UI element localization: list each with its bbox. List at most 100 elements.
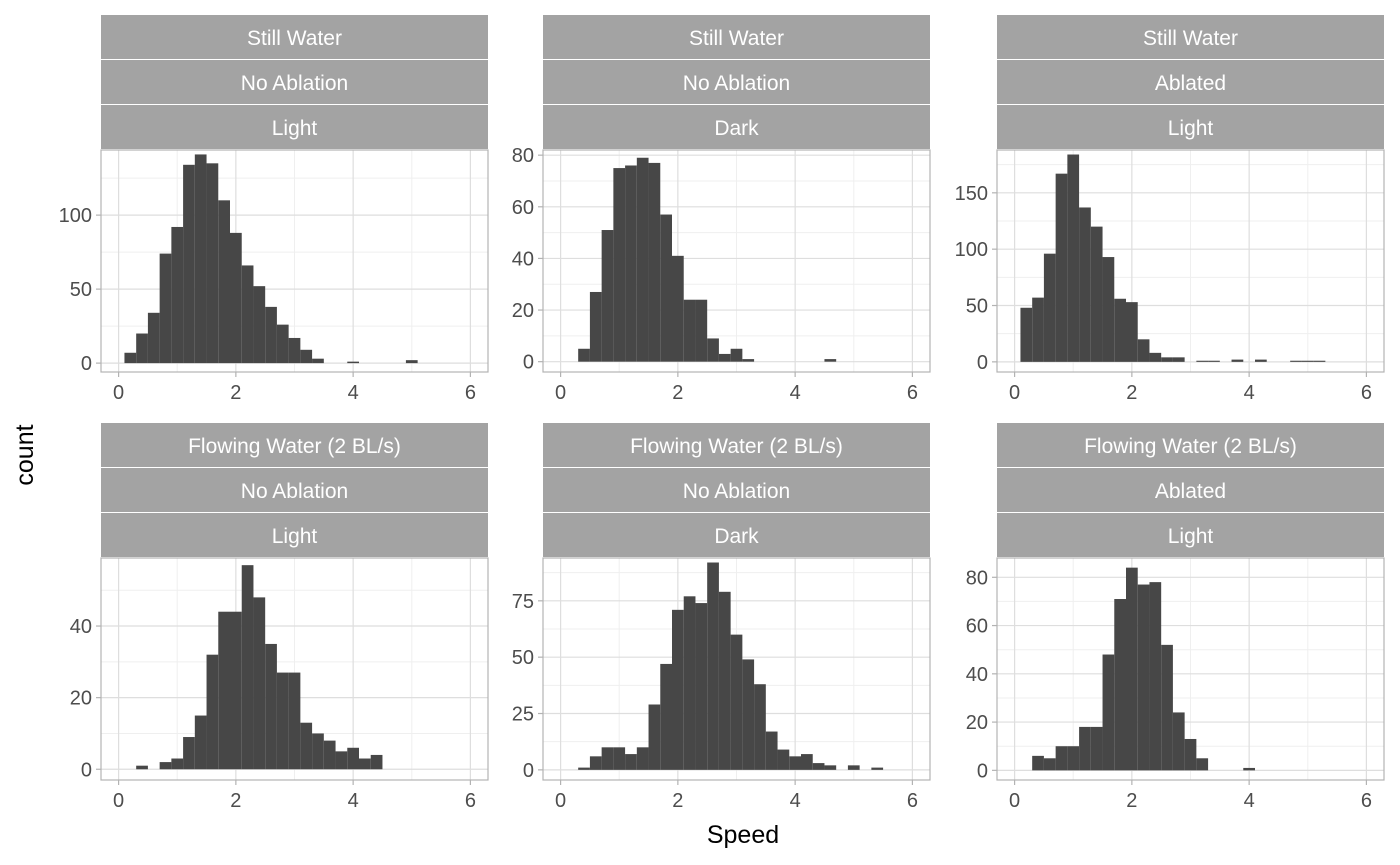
facet-strip-label: No Ablation <box>683 72 790 95</box>
histogram-bar <box>648 704 661 770</box>
histogram-bar <box>672 609 684 770</box>
y-tick-label: 100 <box>59 205 92 227</box>
y-tick-label: 75 <box>512 591 534 613</box>
facet-strip <box>101 423 488 467</box>
histogram-bar <box>801 754 813 770</box>
histogram-bar <box>1172 357 1185 362</box>
histogram-bar <box>660 214 672 362</box>
facet-strip-label: Dark <box>714 117 759 140</box>
facet-strip <box>543 513 930 557</box>
facet-strip-label: Ablated <box>1155 480 1226 503</box>
histogram-bar <box>847 765 860 770</box>
facet-strip-label: Light <box>272 525 318 548</box>
histogram-bar <box>312 733 324 770</box>
histogram-bar <box>1149 352 1162 362</box>
y-tick-label: 20 <box>966 712 988 734</box>
facet-strip <box>101 105 488 149</box>
histogram-bar <box>171 226 184 364</box>
y-tick-label: 0 <box>523 760 534 782</box>
histogram-bar <box>1196 758 1209 771</box>
x-tick-label: 6 <box>1361 790 1372 812</box>
facet-strip <box>101 513 488 557</box>
histogram-bar <box>1196 360 1209 362</box>
histogram-bar <box>636 747 649 770</box>
histogram-bar <box>147 312 160 364</box>
facet-strip <box>101 60 488 104</box>
histogram-bar <box>312 358 324 364</box>
histogram-bar <box>1137 584 1150 771</box>
y-tick-label: 40 <box>512 248 534 270</box>
histogram-bar <box>1184 738 1197 771</box>
x-tick-label: 4 <box>1244 382 1255 404</box>
histogram-bar <box>1102 654 1115 771</box>
x-tick-label: 2 <box>1126 382 1137 404</box>
x-tick-label: 2 <box>230 790 241 812</box>
histogram-bar <box>183 737 195 770</box>
histogram-bar <box>695 299 708 362</box>
panel-border <box>542 557 931 781</box>
facet-strip-label: Light <box>1168 117 1214 140</box>
facet-strip <box>543 423 930 467</box>
histogram-bar <box>405 360 418 364</box>
histogram-bar <box>206 163 219 364</box>
histogram-bar <box>871 767 884 770</box>
facet-strip-label: Dark <box>714 525 759 548</box>
y-tick-label: 20 <box>70 688 92 710</box>
histogram-bar <box>359 758 371 770</box>
histogram-bar <box>1313 360 1326 362</box>
x-tick-label: 6 <box>465 382 476 404</box>
histogram-bar <box>300 349 313 364</box>
histogram-bar <box>124 352 137 364</box>
histogram-bar <box>1301 360 1314 362</box>
histogram-bar <box>194 154 207 364</box>
facet-strip-label: No Ablation <box>241 480 348 503</box>
x-tick-label: 6 <box>907 790 918 812</box>
y-tick-label: 25 <box>512 704 534 726</box>
facet-strip-label: No Ablation <box>241 72 348 95</box>
facet-strip-label: Still Water <box>689 27 784 50</box>
histogram-bar <box>300 722 313 770</box>
histogram-bar <box>613 168 626 362</box>
x-tick-label: 0 <box>113 382 124 404</box>
facet-panel: Still Water No Ablation Light 0 2 4 6 0 50 100 <box>59 15 489 404</box>
histogram-bar <box>206 654 219 770</box>
x-tick-label: 0 <box>113 790 124 812</box>
y-tick-label: 50 <box>512 647 534 669</box>
facet-strip-label: Flowing Water (2 BL/s) <box>188 435 401 458</box>
histogram-bar <box>1032 755 1044 771</box>
x-tick-label: 4 <box>790 790 801 812</box>
facet-strip <box>543 468 930 512</box>
histogram-bar <box>218 611 230 770</box>
y-tick-label: 50 <box>966 296 988 318</box>
facet-strip-label: Flowing Water (2 BL/s) <box>1084 435 1297 458</box>
histogram-bar <box>1208 360 1220 362</box>
y-tick-label: 40 <box>70 616 92 638</box>
y-tick-label: 80 <box>512 145 534 167</box>
histogram-bar <box>136 333 148 364</box>
histogram-bar <box>1055 173 1068 362</box>
y-tick-label: 60 <box>966 616 988 638</box>
histogram-bar <box>578 348 590 362</box>
facet-strip-label: Still Water <box>247 27 342 50</box>
histogram-bar <box>218 200 230 364</box>
histogram-bar <box>1032 297 1044 362</box>
y-tick-label: 0 <box>977 352 988 374</box>
histogram-bar <box>347 747 359 770</box>
histogram-bar <box>253 597 266 770</box>
histogram-bar <box>253 286 266 364</box>
panel-border <box>996 149 1385 373</box>
panel-border <box>542 149 931 373</box>
histogram-bar <box>230 232 242 364</box>
histogram-bar <box>742 659 755 770</box>
histogram-bar <box>777 749 790 770</box>
histogram-bar <box>1290 360 1302 362</box>
histogram-bar <box>1255 359 1267 362</box>
histogram-bar <box>625 165 637 362</box>
histogram-bar <box>1090 226 1103 362</box>
histogram-bar <box>1114 599 1126 771</box>
histogram-bar <box>730 634 743 770</box>
facet-strip-label: No Ablation <box>683 480 790 503</box>
